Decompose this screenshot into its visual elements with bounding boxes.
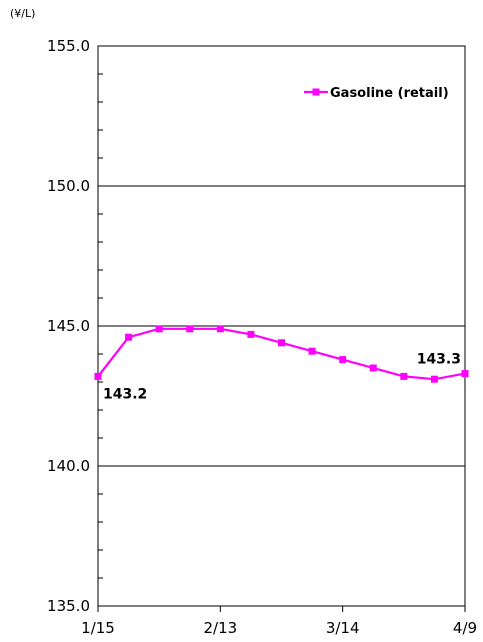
data-point <box>308 347 316 355</box>
data-point <box>278 339 285 347</box>
legend: Gasoline (retail) <box>304 86 449 101</box>
plot-frame <box>97 45 466 607</box>
data-label: 143.2 <box>103 386 147 402</box>
data-point <box>125 333 133 341</box>
data-point <box>430 375 438 383</box>
y-tick-label: 150.0 <box>47 177 90 195</box>
x-tick-label: 1/15 <box>81 619 115 637</box>
data-point <box>186 325 194 333</box>
legend-label: Gasoline (retail) <box>330 86 449 101</box>
data-point <box>461 370 469 378</box>
x-tick-label: 3/14 <box>326 619 360 637</box>
axes <box>97 45 466 607</box>
y-tick-label: 155.0 <box>47 37 90 55</box>
series-line-gasoline <box>97 327 466 381</box>
data-point <box>247 330 255 338</box>
y-tick-label: 135.0 <box>47 597 90 615</box>
unit-label: (¥/L) <box>10 7 35 20</box>
grid-lines <box>98 185 465 467</box>
x-tick-label: 4/9 <box>453 619 477 637</box>
data-point <box>369 364 377 372</box>
series-layer <box>94 325 469 383</box>
data-point <box>94 372 102 380</box>
data-point <box>216 325 224 333</box>
legend-marker-swatch <box>312 88 320 96</box>
x-axis-ticks: 1/15 2/13 3/14 4/9 <box>81 606 477 637</box>
y-axis-ticks: 135.0 140.0 145.0 150.0 155.0 <box>47 37 90 615</box>
data-point <box>155 325 163 333</box>
y-tick-label: 140.0 <box>47 457 90 475</box>
data-point <box>400 372 408 380</box>
y-tick-label: 145.0 <box>47 317 90 335</box>
data-labels: 143.2 143.3 <box>103 352 461 403</box>
data-label: 143.3 <box>417 352 461 368</box>
data-point <box>339 356 347 364</box>
x-tick-label: 2/13 <box>203 619 237 637</box>
